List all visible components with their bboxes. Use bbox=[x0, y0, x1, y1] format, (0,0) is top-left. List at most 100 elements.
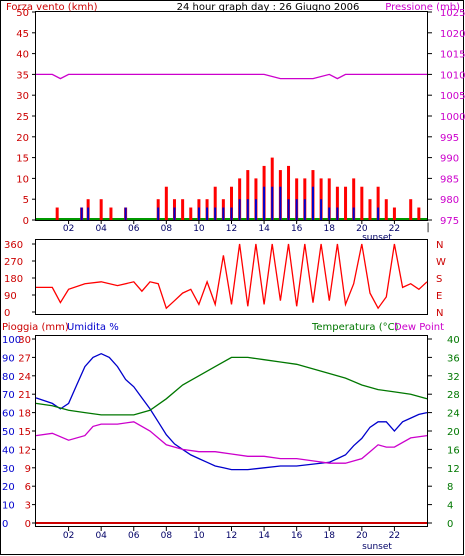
wind-x-tick-9: 20 bbox=[356, 224, 368, 234]
wind-bar-5 bbox=[124, 207, 127, 220]
wind-bar-27 bbox=[328, 207, 331, 220]
gust-bar-22 bbox=[287, 165, 291, 220]
wind-x-tick-2: 06 bbox=[128, 224, 140, 234]
wind-y-tick-10: 50 bbox=[16, 8, 29, 19]
pressure-line-group bbox=[36, 73, 427, 80]
gust-bar-7 bbox=[164, 186, 168, 220]
gust-bar-9 bbox=[181, 199, 185, 220]
temp-y-tick-10: 40 bbox=[447, 335, 460, 346]
wind-y-ticks: 0 5 10 15 20 25 30 35 40 45 50 bbox=[16, 8, 36, 227]
humidity-line bbox=[35, 352, 428, 471]
wind-axis-label: Forza vento (kmh) bbox=[6, 2, 98, 13]
wind-y-tick-9: 45 bbox=[16, 29, 29, 40]
wind-y-tick-4: 20 bbox=[16, 133, 29, 144]
wind-bar-20 bbox=[271, 186, 274, 220]
temp-y-tick-3: 12 bbox=[447, 464, 460, 475]
wind-bar-19 bbox=[263, 186, 266, 220]
wind-bar-14 bbox=[222, 207, 225, 220]
compass-label-3: E bbox=[436, 291, 442, 302]
gust-bar-32 bbox=[368, 199, 372, 220]
wind-bar-16 bbox=[238, 199, 241, 220]
wind-y-tick-7: 35 bbox=[16, 70, 29, 81]
pressure-y-tick-0: 975 bbox=[440, 216, 459, 227]
temp-y-tick-7: 28 bbox=[447, 390, 460, 401]
rain-y-tick-10: 30 bbox=[18, 335, 31, 346]
wind-y-tick-6: 30 bbox=[16, 91, 29, 102]
direction-y-tick-1: 90 bbox=[4, 291, 17, 302]
temp-panel-y-ticks: 0102030405060708090100036912151821242730… bbox=[2, 335, 460, 530]
rain-y-tick-4: 12 bbox=[18, 445, 31, 456]
temp-panel-x-tick-2: 06 bbox=[128, 531, 140, 541]
temp-y-tick-6: 24 bbox=[447, 409, 460, 420]
temperature-axis-label: Temperatura (°C) bbox=[311, 322, 399, 333]
temp-panel-x-tick-4: 10 bbox=[193, 531, 205, 541]
gust-bar-35 bbox=[392, 207, 396, 220]
direction-y-ticks: 0 90 180 270 360 bbox=[4, 240, 36, 319]
wind-bar-21 bbox=[279, 186, 282, 220]
pressure-axis-label: Pressione (mb) bbox=[385, 2, 460, 13]
temp-panel-x-tick-7: 16 bbox=[291, 531, 303, 541]
direction-y-tick-2: 180 bbox=[4, 274, 23, 285]
pressure-y-tick-3: 990 bbox=[440, 154, 459, 165]
gust-bar-0 bbox=[55, 207, 59, 220]
temp-panel-x-tick-3: 08 bbox=[161, 531, 173, 541]
direction-line-group bbox=[36, 243, 428, 310]
temp-panel-x-tick-0: 02 bbox=[63, 531, 74, 541]
compass-label-0: N bbox=[436, 240, 443, 251]
wind-bar-28 bbox=[336, 207, 339, 220]
direction-panel-frame bbox=[35, 239, 428, 315]
wind-x-tick-4: 10 bbox=[193, 224, 205, 234]
pressure-y-tick-7: 1010 bbox=[440, 70, 465, 81]
compass-label-2: S bbox=[436, 274, 442, 285]
humidity-y-tick-4: 40 bbox=[2, 445, 15, 456]
compass-label-1: W bbox=[436, 257, 446, 268]
gust-bar-34 bbox=[384, 199, 388, 220]
humidity-y-tick-6: 60 bbox=[2, 409, 15, 420]
temp-panel-x-tick-10: 22 bbox=[389, 531, 400, 541]
humidity-y-tick-5: 50 bbox=[2, 427, 15, 438]
wind-bar-6 bbox=[157, 207, 160, 220]
humidity-y-tick-9: 90 bbox=[2, 353, 15, 364]
dewpoint-line bbox=[35, 421, 428, 464]
humidity-y-tick-3: 30 bbox=[2, 464, 15, 475]
wind-y-tick-2: 10 bbox=[16, 174, 29, 185]
gust-bar-15 bbox=[230, 186, 233, 220]
direction-y-tick-4: 360 bbox=[4, 240, 23, 251]
temp-y-tick-1: 4 bbox=[447, 501, 453, 512]
direction-line bbox=[36, 243, 428, 310]
wind-bar-26 bbox=[320, 199, 323, 220]
gust-bar-13 bbox=[213, 186, 217, 220]
wind-bar-25 bbox=[311, 186, 314, 220]
wind-bar-18 bbox=[254, 199, 257, 220]
gust-bar-28 bbox=[335, 186, 339, 220]
wind-bar-23 bbox=[295, 199, 298, 220]
pressure-y-tick-5: 1000 bbox=[440, 112, 465, 123]
pressure-y-tick-6: 1005 bbox=[440, 91, 465, 102]
gust-bar-31 bbox=[360, 186, 364, 220]
wind-x-tick-0: 02 bbox=[63, 224, 74, 234]
humidity-y-tick-0: 0 bbox=[2, 519, 8, 530]
gust-bar-33 bbox=[376, 186, 380, 220]
wind-bar-33 bbox=[377, 207, 380, 220]
humidity-y-tick-1: 10 bbox=[2, 501, 15, 512]
rain-y-tick-9: 27 bbox=[18, 353, 31, 364]
wind-x-ticks: 02 04 06 08 10 12 14 16 18 20 22 bbox=[63, 220, 400, 234]
gust-bar-17 bbox=[246, 170, 250, 220]
humidity-axis-label: Umidita % bbox=[67, 322, 119, 333]
wind-bar-12 bbox=[206, 207, 209, 220]
rain-y-tick-1: 3 bbox=[25, 501, 31, 512]
pressure-y-tick-8: 1015 bbox=[440, 50, 465, 61]
humidity-y-tick-10: 100 bbox=[2, 335, 21, 346]
wind-y-tick-5: 25 bbox=[16, 112, 29, 123]
temp-y-tick-8: 32 bbox=[447, 372, 460, 383]
direction-y-tick-3: 270 bbox=[4, 257, 23, 268]
compass-label-4: N bbox=[436, 308, 443, 319]
rain-y-tick-8: 24 bbox=[18, 372, 31, 383]
wind-x-tick-7: 16 bbox=[291, 224, 303, 234]
pressure-y-tick-4: 995 bbox=[440, 133, 459, 144]
wind-bar-24 bbox=[303, 199, 306, 220]
wind-bar-30 bbox=[352, 207, 355, 220]
gust-bar-29 bbox=[344, 186, 348, 220]
wind-y-tick-1: 5 bbox=[23, 195, 29, 206]
